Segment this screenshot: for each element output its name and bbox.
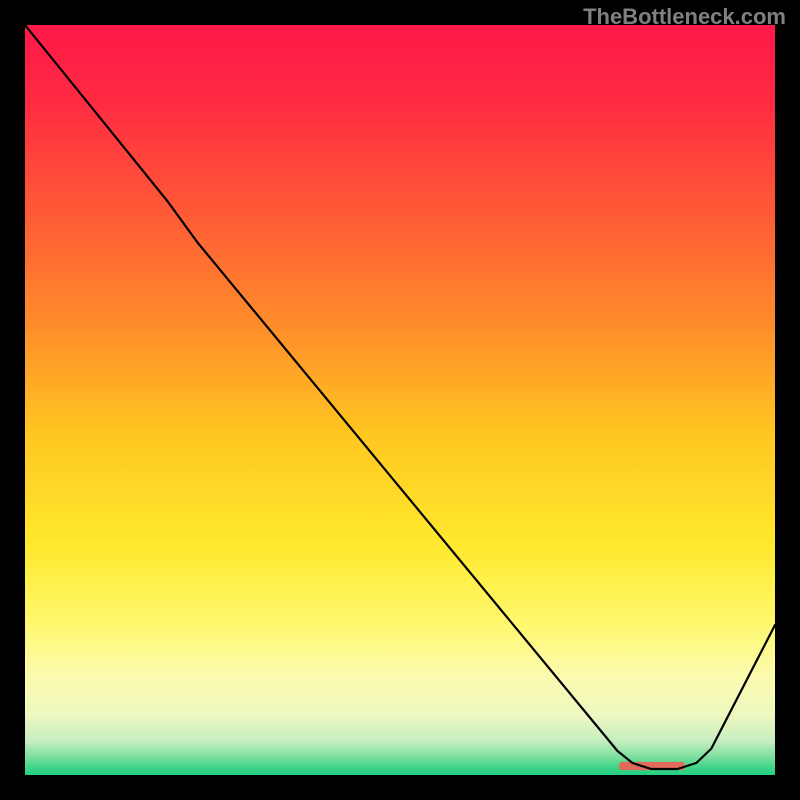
bottleneck-curve [25,25,775,769]
chart-plot-area [25,25,775,775]
chart-line-layer [25,25,775,775]
